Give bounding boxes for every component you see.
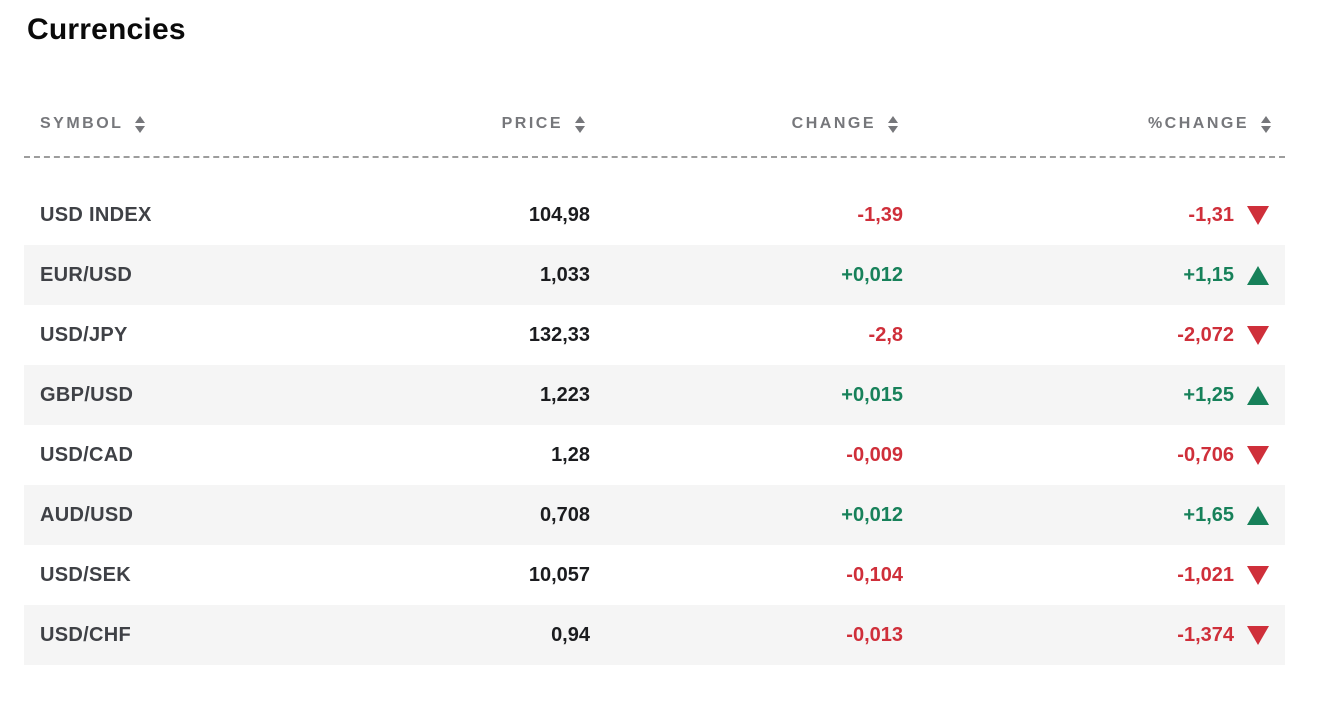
down-triangle-icon xyxy=(1247,565,1269,585)
sort-up-arrow-icon xyxy=(575,115,585,123)
change-value: +0,012 xyxy=(841,503,903,526)
sort-up-arrow-icon xyxy=(888,115,898,123)
up-triangle-icon xyxy=(1247,385,1269,405)
down-triangle-icon xyxy=(1247,325,1269,345)
up-triangle-icon xyxy=(1247,265,1269,285)
price-value: 1,033 xyxy=(539,263,590,286)
change-value: -1,39 xyxy=(857,203,903,226)
table-row[interactable]: GBP/USD 1,223 +0,015 +1,25 xyxy=(24,365,1285,425)
currencies-table: SYMBOL PRICE CHANGE %CHANGE USD INDEX 10… xyxy=(24,107,1285,665)
change-value: -2,8 xyxy=(868,323,903,346)
price-value: 132,33 xyxy=(528,323,590,346)
price-value: 1,28 xyxy=(551,443,590,466)
pct-change-value: +1,15 xyxy=(1183,263,1234,286)
change-value: +0,012 xyxy=(841,263,903,286)
header-divider xyxy=(24,156,1285,158)
table-row[interactable]: USD INDEX 104,98 -1,39 -1,31 xyxy=(24,185,1285,245)
table-row[interactable]: AUD/USD 0,708 +0,012 +1,65 xyxy=(24,485,1285,545)
sort-down-arrow-icon xyxy=(1261,125,1271,133)
column-header-change[interactable]: CHANGE xyxy=(590,115,903,133)
change-value: -0,009 xyxy=(846,443,903,466)
price-value: 10,057 xyxy=(528,563,590,586)
table-row[interactable]: USD/CHF 0,94 -0,013 -1,374 xyxy=(24,605,1285,665)
sort-icon[interactable] xyxy=(1261,115,1271,133)
down-triangle-icon xyxy=(1247,445,1269,465)
symbol-link[interactable]: USD/CAD xyxy=(40,443,134,466)
price-value: 0,94 xyxy=(551,623,590,646)
pct-change-cell: +1,15 xyxy=(903,264,1285,287)
down-triangle-icon xyxy=(1247,205,1269,225)
column-header-price-label: PRICE xyxy=(501,115,563,132)
pct-change-value: -2,072 xyxy=(1177,323,1234,346)
change-value: +0,015 xyxy=(841,383,903,406)
table-row[interactable]: USD/CAD 1,28 -0,009 -0,706 xyxy=(24,425,1285,485)
symbol-link[interactable]: USD INDEX xyxy=(40,203,152,226)
pct-change-cell: -1,31 xyxy=(903,204,1285,227)
symbol-link[interactable]: USD/CHF xyxy=(40,623,131,646)
pct-change-cell: -1,021 xyxy=(903,564,1285,587)
column-header-symbol[interactable]: SYMBOL xyxy=(24,115,270,133)
sort-down-arrow-icon xyxy=(888,125,898,133)
symbol-link[interactable]: USD/SEK xyxy=(40,563,132,586)
symbol-link[interactable]: EUR/USD xyxy=(40,263,133,286)
pct-change-cell: -0,706 xyxy=(903,444,1285,467)
sort-down-arrow-icon xyxy=(135,125,146,133)
sort-up-arrow-icon xyxy=(135,115,146,123)
column-header-change-label: CHANGE xyxy=(791,115,876,132)
pct-change-cell: +1,25 xyxy=(903,384,1285,407)
table-row[interactable]: USD/SEK 10,057 -0,104 -1,021 xyxy=(24,545,1285,605)
table-body: USD INDEX 104,98 -1,39 -1,31 EUR/USD 1,0… xyxy=(24,185,1285,665)
column-header-symbol-label: SYMBOL xyxy=(40,115,124,132)
up-triangle-icon xyxy=(1247,505,1269,525)
pct-change-value: -1,021 xyxy=(1177,563,1234,586)
column-header-pct-change[interactable]: %CHANGE xyxy=(903,115,1285,133)
pct-change-cell: -2,072 xyxy=(903,324,1285,347)
sort-icon[interactable] xyxy=(888,115,898,133)
sort-up-arrow-icon xyxy=(1261,115,1271,123)
sort-icon[interactable] xyxy=(135,115,146,133)
pct-change-value: -1,374 xyxy=(1177,623,1234,646)
pct-change-value: -1,31 xyxy=(1188,203,1234,226)
pct-change-cell: -1,374 xyxy=(903,624,1285,647)
pct-change-value: -0,706 xyxy=(1177,443,1234,466)
column-header-pct-change-label: %CHANGE xyxy=(1147,115,1249,132)
down-triangle-icon xyxy=(1247,625,1269,645)
price-value: 0,708 xyxy=(539,503,590,526)
symbol-link[interactable]: USD/JPY xyxy=(40,323,128,346)
price-value: 104,98 xyxy=(528,203,590,226)
symbol-link[interactable]: AUD/USD xyxy=(40,503,134,526)
page-title: Currencies xyxy=(27,13,186,46)
sort-icon[interactable] xyxy=(575,115,585,133)
table-header-row: SYMBOL PRICE CHANGE %CHANGE xyxy=(24,107,1285,141)
change-value: -0,013 xyxy=(846,623,903,646)
price-value: 1,223 xyxy=(539,383,590,406)
pct-change-cell: +1,65 xyxy=(903,504,1285,527)
table-row[interactable]: EUR/USD 1,033 +0,012 +1,15 xyxy=(24,245,1285,305)
table-row[interactable]: USD/JPY 132,33 -2,8 -2,072 xyxy=(24,305,1285,365)
symbol-link[interactable]: GBP/USD xyxy=(40,383,134,406)
pct-change-value: +1,65 xyxy=(1183,503,1234,526)
pct-change-value: +1,25 xyxy=(1183,383,1234,406)
column-header-price[interactable]: PRICE xyxy=(270,115,590,133)
sort-down-arrow-icon xyxy=(575,125,585,133)
change-value: -0,104 xyxy=(846,563,903,586)
